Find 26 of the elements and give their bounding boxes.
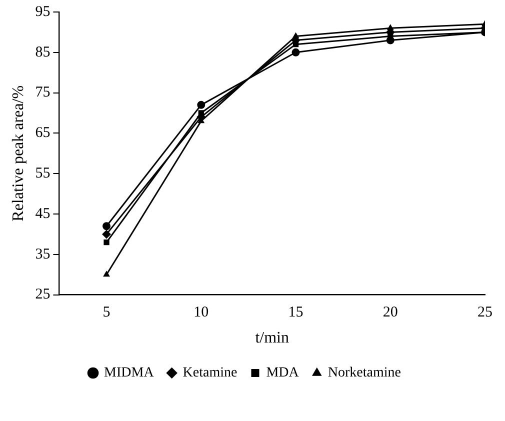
point bbox=[386, 36, 394, 44]
y-tick-label: 45 bbox=[35, 206, 50, 222]
point bbox=[292, 48, 300, 56]
y-tick-label: 25 bbox=[35, 286, 50, 303]
legend-label: Norketamine bbox=[328, 366, 401, 381]
x-axis-title: t/min bbox=[255, 330, 289, 347]
point bbox=[102, 230, 112, 239]
y-tick-label: 35 bbox=[35, 246, 50, 262]
y-axis-title: Relative peak area/% bbox=[10, 85, 27, 222]
y-tick-label: 55 bbox=[35, 166, 50, 182]
point bbox=[104, 239, 110, 246]
x-tick-label: 25 bbox=[478, 304, 492, 321]
point bbox=[102, 222, 111, 230]
x-tick-label: 10 bbox=[194, 304, 209, 321]
legend-label: MDA bbox=[266, 366, 300, 381]
legend-label: Ketamine bbox=[182, 366, 238, 381]
x-tick-label: 20 bbox=[382, 304, 398, 321]
y-tick-label: 75 bbox=[35, 84, 50, 101]
point bbox=[103, 270, 110, 277]
y-tick-label: 65 bbox=[35, 125, 50, 142]
legend-label: MIDMA bbox=[104, 366, 155, 381]
y-tick-label: 85 bbox=[35, 44, 50, 60]
y-tick-label: 95 bbox=[35, 4, 50, 20]
x-tick-label: 15 bbox=[288, 304, 304, 321]
point bbox=[197, 100, 206, 109]
x-tick-label: 5 bbox=[102, 304, 110, 321]
